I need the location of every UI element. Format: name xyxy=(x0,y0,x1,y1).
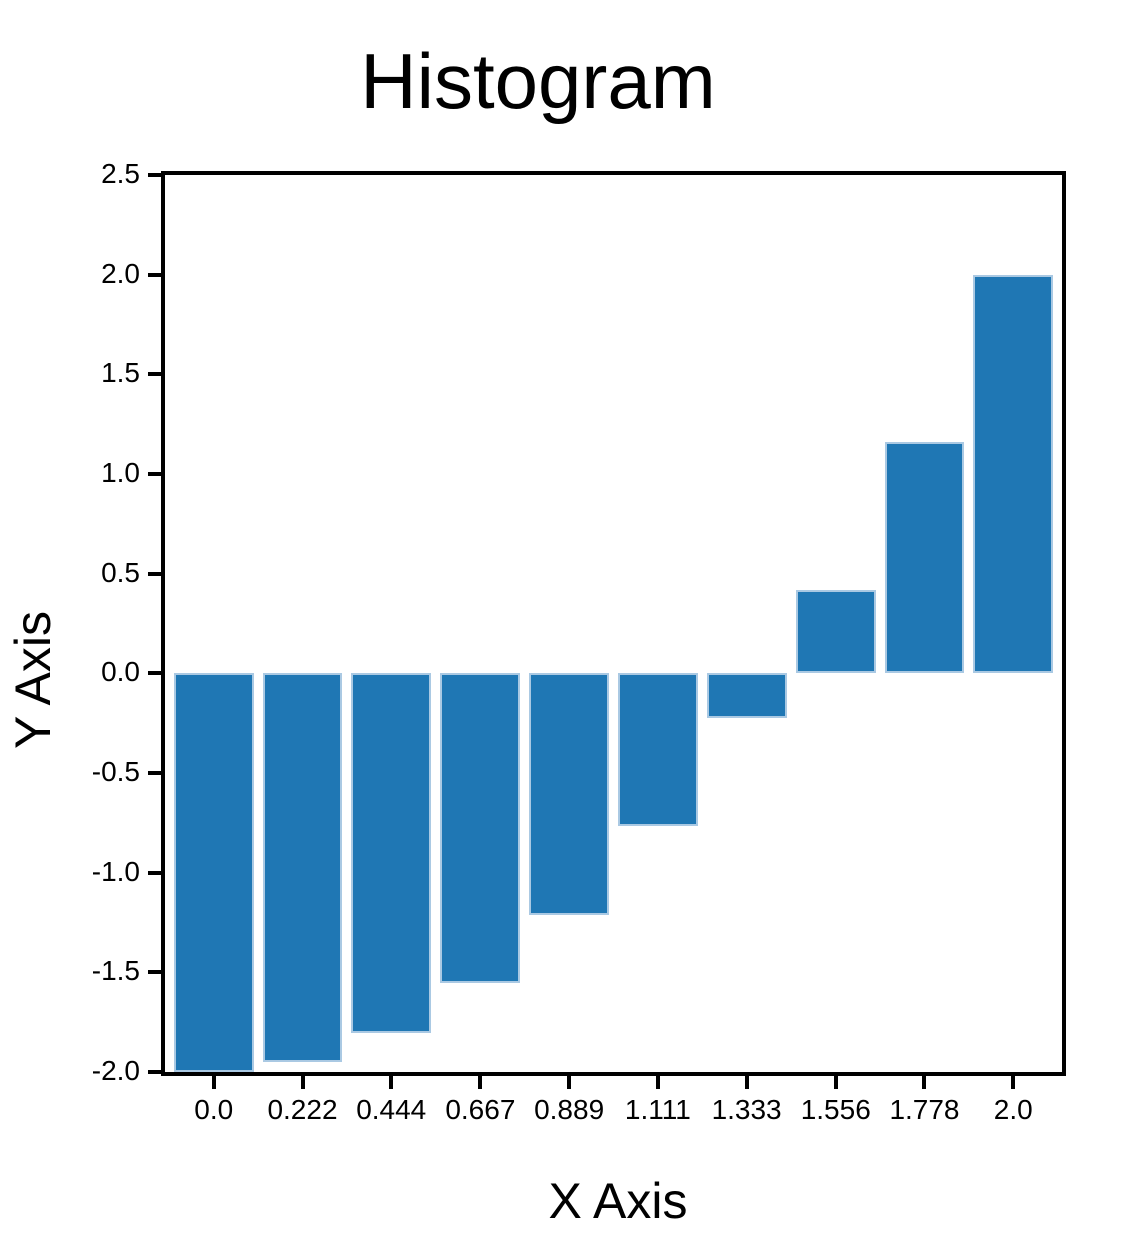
y-tick-mark xyxy=(148,671,161,676)
bars-layer xyxy=(165,175,1062,1072)
bar xyxy=(884,441,965,674)
y-tick-mark xyxy=(148,372,161,377)
plot-area xyxy=(161,171,1066,1076)
x-tick-label: 0.0 xyxy=(194,1094,234,1125)
x-tick-mark xyxy=(833,1076,838,1089)
y-tick-mark xyxy=(148,173,161,177)
y-tick-label: 0.0 xyxy=(101,656,140,688)
y-tick-label: 1.5 xyxy=(101,357,140,389)
y-tick-label: -2.0 xyxy=(91,1055,140,1086)
y-tick-mark xyxy=(148,571,161,576)
bar xyxy=(440,673,521,984)
bar xyxy=(173,673,254,1072)
y-tick-mark xyxy=(148,970,161,975)
y-tick-label: 0.5 xyxy=(101,556,140,588)
bar xyxy=(706,673,787,718)
bar xyxy=(617,673,698,826)
y-tick-label: 2.0 xyxy=(101,257,140,289)
bar xyxy=(262,673,343,1063)
x-tick-label: 0.667 xyxy=(445,1094,516,1125)
x-tick-mark xyxy=(389,1076,394,1089)
x-tick-label: 0.444 xyxy=(356,1094,427,1125)
x-tick-label: 0.889 xyxy=(534,1094,605,1125)
y-tick-mark xyxy=(148,870,161,875)
y-tick-label: 1.0 xyxy=(101,457,140,488)
bar xyxy=(529,673,610,915)
x-tick-mark xyxy=(567,1076,572,1089)
x-tick-mark xyxy=(478,1076,483,1089)
y-tick-mark xyxy=(148,472,161,476)
x-tick-label: 2.0 xyxy=(993,1094,1033,1125)
x-tick-label: 1.778 xyxy=(889,1094,960,1125)
x-tick-mark xyxy=(1011,1076,1016,1089)
y-tick-label: -0.5 xyxy=(91,756,140,787)
x-tick-mark xyxy=(211,1076,216,1089)
x-tick-label: 0.222 xyxy=(267,1094,338,1125)
x-tick-label: 1.556 xyxy=(800,1094,871,1125)
y-tick-mark xyxy=(148,771,161,775)
x-tick-label: 1.333 xyxy=(711,1094,782,1125)
y-tick-mark xyxy=(148,272,161,277)
y-tick-mark xyxy=(148,1070,161,1074)
y-tick-label: 2.5 xyxy=(101,158,140,189)
x-axis-label: X Axis xyxy=(548,1173,688,1229)
x-tick-mark xyxy=(744,1076,749,1089)
x-tick-label: 1.111 xyxy=(624,1094,691,1125)
bar xyxy=(795,589,876,674)
x-tick-mark xyxy=(300,1076,305,1089)
y-tick-label: -1.0 xyxy=(91,855,140,887)
y-tick-label: -1.5 xyxy=(91,955,140,987)
bar xyxy=(973,274,1054,674)
chart-title: Histogram xyxy=(360,37,716,125)
bar xyxy=(351,673,432,1033)
x-tick-mark xyxy=(655,1076,660,1089)
x-tick-mark xyxy=(922,1076,927,1089)
